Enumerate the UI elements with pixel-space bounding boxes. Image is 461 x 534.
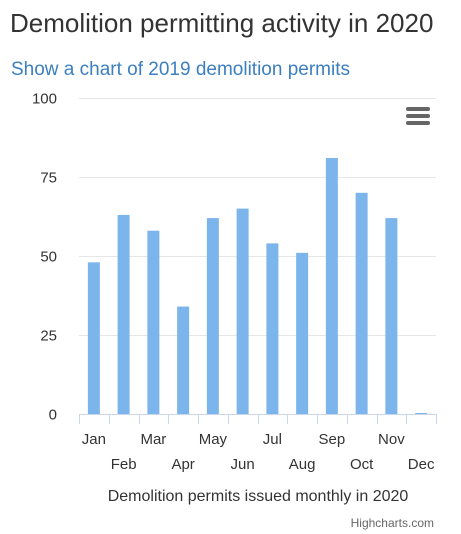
x-tick-label: Dec [408,456,435,473]
bar-oct[interactable] [355,192,368,414]
page-title: Demolition permitting activity in 2020 [10,8,434,38]
bar-series[interactable] [87,158,428,414]
hamburger-menu-icon[interactable] [398,102,434,132]
bar-may[interactable] [206,218,219,414]
y-tick-label: 75 [40,170,57,187]
gridlines [79,98,436,336]
bar-jul[interactable] [266,243,279,414]
bar-mar[interactable] [147,230,160,414]
y-tick-label: 25 [40,328,57,345]
x-axis [79,414,437,424]
bar-dec[interactable] [415,413,428,414]
bar-aug[interactable] [296,252,309,414]
x-axis-title: Demolition permits issued monthly in 202… [108,488,409,505]
x-tick-label: Oct [350,456,374,473]
highcharts-credits-link[interactable]: Highcharts.com [351,516,434,530]
x-tick-label: May [199,431,228,448]
show-2019-chart-link[interactable]: Show a chart of 2019 demolition permits [11,59,351,80]
x-tick-label: Jul [263,431,282,448]
y-tick-label: 100 [32,91,57,108]
x-tick-label: Mar [140,431,166,448]
bar-feb[interactable] [117,214,130,414]
bar-jan[interactable] [87,262,100,414]
x-tick-label: Apr [171,456,194,473]
bar-sep[interactable] [325,158,338,414]
x-tick-label: Jun [231,456,255,473]
bar-nov[interactable] [385,218,398,414]
bar-jun[interactable] [236,208,249,414]
x-tick-label: Sep [319,431,346,448]
x-tick-label: Jan [82,431,106,448]
x-tick-label: Nov [378,431,405,448]
x-tick-label: Feb [111,456,137,473]
y-tick-label: 0 [49,407,57,424]
y-tick-label: 50 [40,249,57,266]
x-tick-label: Aug [289,456,316,473]
y-axis: 0 25 50 75 100 [32,91,57,424]
bar-apr[interactable] [177,306,190,414]
